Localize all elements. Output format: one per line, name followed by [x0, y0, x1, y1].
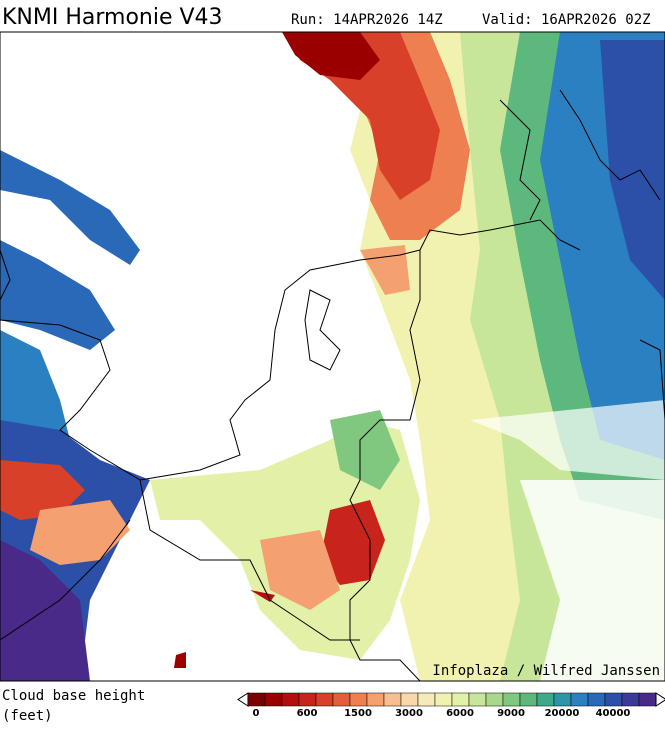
colorbar-swatch [604, 692, 623, 707]
colorbar-swatch [638, 692, 657, 707]
colorbar-swatch [247, 692, 266, 707]
colorbar-swatch [332, 692, 351, 707]
colorbar-swatch [315, 692, 334, 707]
colorbar-swatch [502, 692, 521, 707]
colorbar: 0 600 1500 3000 6000 9000 20000 40000 [237, 692, 665, 719]
colorbar-arrow-right [655, 692, 665, 707]
title: KNMI Harmonie V43 [2, 5, 223, 30]
colorbar-swatch [468, 692, 487, 707]
colorbar-swatch [621, 692, 640, 707]
colorbar-label: 600 [297, 708, 318, 719]
colorbar-swatch [451, 692, 470, 707]
colorbar-swatch [298, 692, 317, 707]
colorbar-swatch [349, 692, 368, 707]
run-time: Run: 14APR2026 14Z [291, 12, 443, 28]
colorbar-swatch [587, 692, 606, 707]
colorbar-swatch [553, 692, 572, 707]
colorbar-swatch [417, 692, 436, 707]
colorbar-label: 6000 [446, 708, 474, 719]
colorbar-swatch [485, 692, 504, 707]
colorbar-swatch [434, 692, 453, 707]
colorbar-swatch [281, 692, 300, 707]
colorbar-swatch [400, 692, 419, 707]
colorbar-label: 20000 [545, 708, 580, 719]
colorbar-swatch [383, 692, 402, 707]
colorbar-swatch [536, 692, 555, 707]
colorbar-swatch [366, 692, 385, 707]
valid-time: Valid: 16APR2026 02Z [482, 12, 651, 28]
colorbar-label: 40000 [596, 708, 631, 719]
colorbar-label: 3000 [395, 708, 423, 719]
colorbar-label: 1500 [344, 708, 372, 719]
map: Infoplaza / Wilfred Janssen [0, 31, 665, 682]
colorbar-swatch [570, 692, 589, 707]
credit: Infoplaza / Wilfred Janssen [432, 663, 660, 679]
colorbar-swatch [519, 692, 538, 707]
legend-title: Cloud base height [2, 688, 145, 704]
colorbar-label: 9000 [497, 708, 525, 719]
colorbar-swatch [264, 692, 283, 707]
legend-unit: (feet) [2, 708, 53, 724]
colorbar-label: 0 [253, 708, 260, 719]
